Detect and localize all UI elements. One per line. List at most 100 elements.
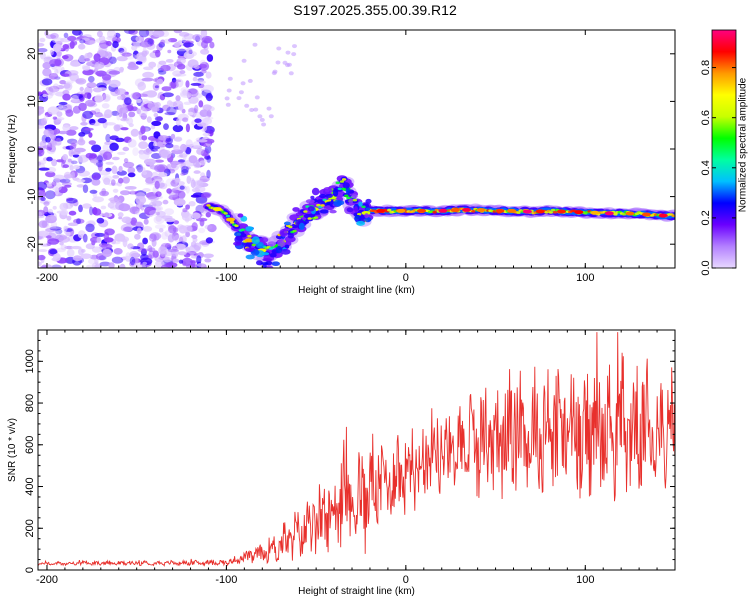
- noise-cell: [48, 144, 56, 153]
- noise-cell: [119, 50, 128, 56]
- noise-cell: [204, 155, 211, 160]
- noise-cell: [193, 170, 201, 174]
- ridge-cell: [303, 210, 308, 213]
- noise-cell: [149, 232, 162, 240]
- noise-cell: [142, 91, 152, 98]
- noise-cell: [108, 70, 121, 75]
- ridge-cell: [230, 221, 235, 224]
- noise-cell: [78, 204, 83, 213]
- ridge-cell: [432, 210, 437, 214]
- x-tick-label: 0: [403, 574, 409, 586]
- noise-cell: [69, 40, 75, 49]
- noise-cell: [150, 124, 156, 130]
- noise-cell: [152, 82, 160, 91]
- noise-cell: [108, 79, 121, 88]
- noise-cell: [85, 223, 95, 233]
- noise-cell: [158, 246, 167, 255]
- noise-cell: [141, 50, 148, 57]
- ridge-cell: [225, 214, 230, 218]
- noise-cell: [183, 42, 194, 48]
- colorbar-tick-label: 0.4: [700, 160, 712, 175]
- noise-cell: [259, 117, 265, 122]
- noise-cell: [68, 210, 77, 216]
- noise-cell: [124, 30, 136, 34]
- noise-cell: [162, 92, 174, 98]
- noise-cell: [65, 80, 74, 84]
- noise-cell: [249, 108, 255, 112]
- noise-cell: [196, 217, 208, 222]
- noise-cell: [38, 220, 48, 228]
- noise-cell: [202, 84, 214, 93]
- noise-cell: [140, 125, 146, 135]
- noise-cell: [69, 126, 79, 131]
- noise-cell: [104, 109, 113, 119]
- noise-cell: [83, 92, 92, 99]
- noise-cell: [82, 65, 91, 71]
- ridge-peak: [462, 207, 472, 212]
- noise-cell: [138, 30, 150, 38]
- noise-cell: [167, 49, 172, 54]
- noise-cell: [53, 83, 59, 90]
- noise-cell: [119, 69, 124, 73]
- noise-cell: [141, 135, 148, 141]
- noise-cell: [62, 164, 69, 169]
- noise-cell: [95, 70, 107, 77]
- noise-cell: [266, 106, 272, 111]
- y-tick-label: 1000: [24, 349, 36, 373]
- noise-cell: [180, 91, 192, 98]
- noise-cell: [200, 48, 210, 55]
- noise-cell: [38, 190, 47, 197]
- noise-cell: [47, 208, 54, 214]
- ridge-cell: [307, 206, 315, 212]
- noise-cell: [173, 220, 180, 225]
- noise-cell: [206, 155, 211, 163]
- noise-cell: [205, 105, 215, 112]
- ridge-cell: [356, 220, 365, 226]
- ridge-peak: [438, 208, 448, 213]
- noise-cell: [155, 215, 162, 222]
- noise-cell: [140, 113, 147, 120]
- noise-cell: [177, 244, 187, 250]
- noise-cell: [82, 110, 94, 119]
- noise-cell: [164, 230, 171, 237]
- noise-cell: [135, 36, 141, 42]
- noise-cell: [244, 103, 250, 108]
- noise-cell: [116, 112, 121, 121]
- noise-cell: [78, 43, 86, 50]
- noise-cell: [192, 34, 203, 41]
- noise-cell: [177, 159, 186, 163]
- noise-cell: [38, 167, 50, 171]
- noise-cell: [72, 165, 80, 170]
- noise-cell: [89, 206, 94, 216]
- ridge-peak: [417, 208, 426, 213]
- noise-cell: [156, 78, 164, 85]
- noise-cell: [111, 156, 120, 161]
- noise-cell: [127, 243, 134, 250]
- noise-cell: [285, 50, 291, 55]
- ridge-peak: [507, 208, 517, 213]
- noise-cell: [142, 188, 151, 192]
- y-axis-label: Frequency (Hz): [7, 115, 18, 184]
- ridge-cell: [245, 226, 254, 232]
- noise-cell: [130, 92, 140, 100]
- x-tick-label: 100: [576, 272, 594, 284]
- noise-cell: [129, 256, 136, 266]
- noise-cell: [139, 40, 152, 48]
- noise-cell: [86, 82, 97, 89]
- noise-cell: [203, 37, 211, 44]
- noise-cell: [47, 87, 54, 95]
- noise-cell: [149, 209, 161, 216]
- noise-cell: [127, 172, 136, 178]
- noise-cell: [253, 107, 259, 112]
- noise-cell: [187, 59, 199, 68]
- noise-cell: [54, 68, 59, 75]
- noise-cell: [58, 101, 68, 106]
- noise-cell: [128, 111, 136, 118]
- noise-cell: [102, 144, 109, 152]
- noise-cell: [121, 216, 132, 224]
- noise-cell: [198, 100, 204, 108]
- ridge-cell: [234, 224, 239, 228]
- noise-cell: [135, 221, 143, 227]
- y-tick-label: 800: [24, 394, 36, 412]
